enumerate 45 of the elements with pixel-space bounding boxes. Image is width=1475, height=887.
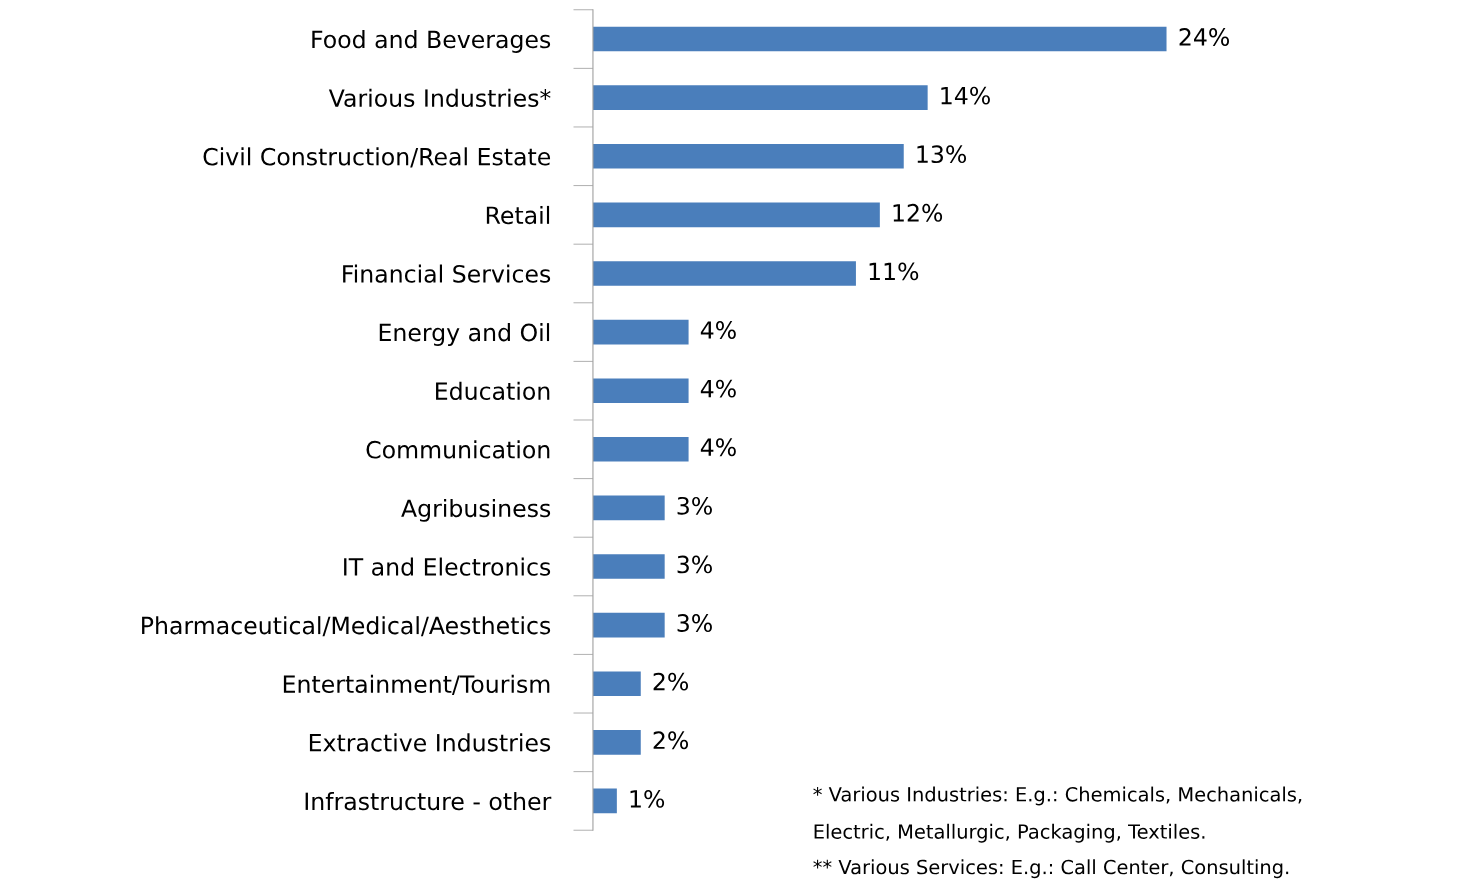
data-label: 14% <box>941 86 990 105</box>
data-label: 3% <box>677 614 712 632</box>
data-label: 12% <box>893 203 943 222</box>
text: ** Various Services: E.g.: Call Center, Consulting. <box>813 859 1289 879</box>
y-tick-label: Extractive Industries <box>309 733 551 752</box>
y-tick-label: Energy and Oil <box>379 323 550 346</box>
bar <box>592 495 665 521</box>
data-label: 2% <box>653 672 689 691</box>
data-label: 3% <box>677 555 712 574</box>
data-label: 3% <box>677 496 712 515</box>
y-tick-label: Civil Construction/Real Estate <box>203 147 551 168</box>
bar <box>592 319 689 345</box>
y-tick-label: Retail <box>486 205 550 225</box>
data-label: 2% <box>653 731 689 750</box>
bar <box>592 554 665 579</box>
bar <box>592 143 904 169</box>
data-label: 1% <box>630 789 665 808</box>
data-label: 24% <box>1179 28 1230 46</box>
y-tick-label: Agribusiness <box>401 498 551 522</box>
bar <box>592 788 617 814</box>
data-label: 4% <box>700 379 736 398</box>
bar <box>592 378 689 403</box>
y-tick-label: Entertainment/Tourism <box>283 674 550 695</box>
y-tick-label: Food and Beverages <box>312 30 551 53</box>
y-tick-label: Communication <box>366 440 550 459</box>
y-tick-label: Various Industries* <box>328 88 551 107</box>
bar <box>592 85 928 110</box>
annotation: Electric, Metallurgic, Packaging, Textiles. <box>814 823 1205 843</box>
annotation: * Various Industries: E.g.: Chemicals, Mechanicals, <box>813 786 1302 806</box>
bar <box>592 612 665 638</box>
data-label: 4% <box>700 438 736 457</box>
data-label: 4% <box>700 321 736 339</box>
y-tick-label: Financial Services <box>343 264 551 283</box>
bar <box>592 261 856 286</box>
bar <box>592 730 641 755</box>
y-tick-label: Education <box>436 381 550 400</box>
y-tick-label: Infrastructure - other <box>305 791 552 811</box>
bar <box>592 436 689 462</box>
y-tick-label: IT and Electronics <box>344 557 551 576</box>
bar <box>592 671 641 697</box>
bar <box>592 26 1167 52</box>
y-tick-label: Pharmaceutical/Medical/Aesthetics <box>142 616 551 637</box>
bar <box>592 202 880 228</box>
data-label: 13% <box>917 145 967 164</box>
data-label: 11% <box>869 262 919 281</box>
